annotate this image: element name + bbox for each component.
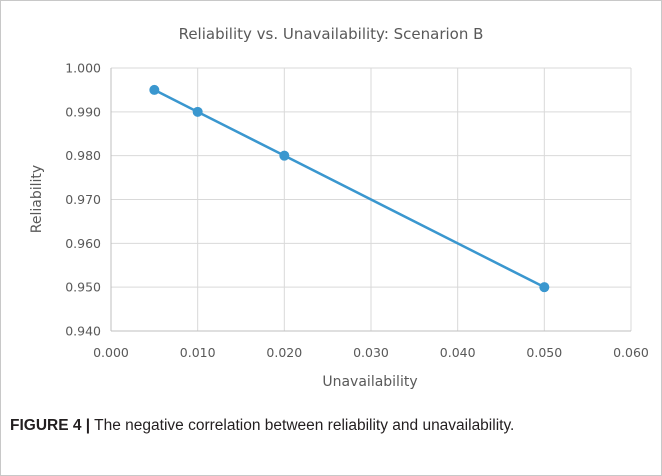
data-point (279, 150, 290, 161)
y-tick-labels: 0.940 0.950 0.960 0.970 0.980 0.990 1.000 (65, 61, 101, 339)
x-tick-label: 0.010 (180, 345, 216, 360)
data-point (539, 282, 550, 293)
y-tick-label: 0.940 (65, 324, 101, 339)
figure-caption: FIGURE 4 | The negative correlation betw… (10, 415, 610, 436)
caption-text: The negative correlation between reliabi… (90, 417, 515, 434)
axes (110, 68, 631, 332)
x-tick-labels: 0.000 0.010 0.020 0.030 0.040 0.050 0.060 (93, 345, 649, 360)
data-point (192, 106, 203, 117)
x-axis-title: Unavailability (322, 374, 417, 390)
series-layer (149, 84, 550, 293)
x-tick-label: 0.000 (93, 345, 129, 360)
y-tick-label: 0.960 (65, 236, 101, 251)
y-tick-label: 0.970 (65, 192, 101, 207)
caption-label: FIGURE 4 | (10, 417, 91, 434)
series-line (153, 88, 545, 289)
data-point (149, 84, 160, 95)
x-tick-label: 0.030 (353, 345, 389, 360)
x-tick-label: 0.040 (440, 345, 476, 360)
y-tick-label: 0.950 (65, 280, 101, 295)
x-tick-label: 0.050 (526, 345, 562, 360)
y-tick-label: 1.000 (65, 61, 101, 76)
x-tick-label: 0.060 (613, 345, 649, 360)
y-tick-label: 0.990 (65, 104, 101, 119)
y-tick-label: 0.980 (65, 148, 101, 163)
x-tick-label: 0.020 (266, 345, 302, 360)
y-axis-title: Reliability (29, 165, 45, 233)
chart-title: Reliability vs. Unavailability: Scenario… (179, 25, 484, 43)
